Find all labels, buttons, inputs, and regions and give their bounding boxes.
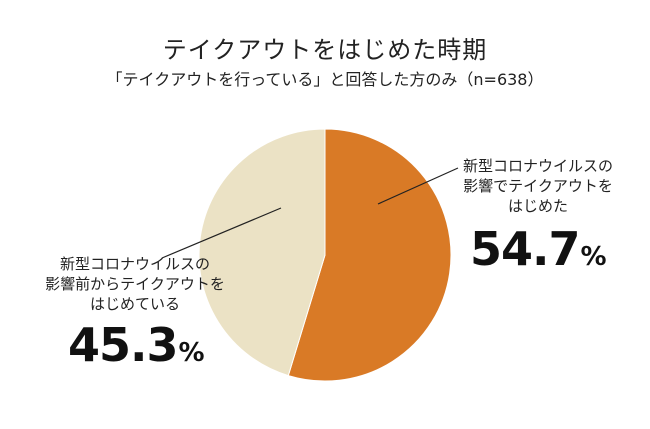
slice-label-line: 新型コロナウイルスの — [462, 157, 613, 175]
chart-title: テイクアウトをはじめた時期 — [162, 36, 488, 64]
slice-label-line: 新型コロナウイルスの — [59, 255, 210, 273]
slice-label-line: 影響前からテイクアウトを — [45, 275, 225, 293]
slice-value-percent-sign: % — [178, 338, 205, 368]
pie-slice-before-covid — [198, 128, 326, 377]
slice-label-before-covid: 新型コロナウイルスの 影響前からテイクアウトを はじめている — [20, 254, 250, 314]
pie-slice-covid-impact — [287, 128, 452, 382]
slice-label-covid-impact: 新型コロナウイルスの 影響でテイクアウトを はじめた — [438, 156, 638, 216]
slice-value-covid-impact: 54.7% — [470, 222, 607, 276]
slice-value-number: 54.7 — [470, 222, 580, 276]
leader-line-before-covid — [161, 207, 282, 259]
slice-value-before-covid: 45.3% — [68, 318, 205, 372]
slice-value-number: 45.3 — [68, 318, 178, 372]
chart-subtitle: 「テイクアウトを行っている」と回答した方のみ（n=638） — [106, 70, 544, 89]
slice-label-line: はじめている — [89, 295, 180, 313]
slice-label-line: 影響でテイクアウトを — [463, 177, 613, 195]
slice-value-percent-sign: % — [580, 242, 607, 272]
leader-line-covid-impact — [377, 167, 459, 205]
slice-label-line: はじめた — [507, 197, 568, 215]
